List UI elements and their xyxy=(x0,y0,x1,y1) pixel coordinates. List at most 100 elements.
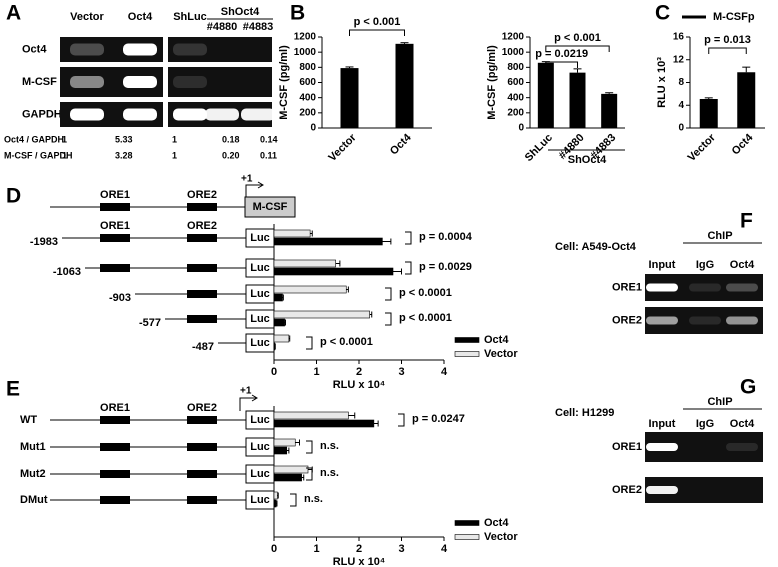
y-axis-title: RLU x 10³ xyxy=(656,57,668,108)
bracket xyxy=(405,231,412,245)
panel-letter: D xyxy=(6,185,21,208)
legend-label: Vector xyxy=(484,531,518,543)
bar xyxy=(699,98,718,128)
p-value: p = 0.0029 xyxy=(419,261,472,273)
ore-element xyxy=(187,416,217,424)
band xyxy=(205,108,239,121)
x-tick-label: 1 xyxy=(313,366,319,378)
band xyxy=(689,316,721,325)
y-tick-label: 600 xyxy=(299,77,316,88)
band xyxy=(123,108,157,121)
p-value: p < 0.0001 xyxy=(320,336,373,348)
ratio-value: 5.33 xyxy=(115,134,133,144)
row-label: Oct4 xyxy=(22,43,47,55)
gene-label: M-CSF xyxy=(253,201,288,213)
x-tick-label: Vector xyxy=(326,131,359,164)
y-tick-label: 400 xyxy=(299,92,316,103)
gene-box xyxy=(244,196,296,218)
group-label: ShOct4 xyxy=(221,6,260,18)
ore-element xyxy=(187,203,217,211)
element-label: ORE2 xyxy=(187,220,217,232)
y-tick-label: 1000 xyxy=(502,47,525,58)
element-label: ORE1 xyxy=(100,402,130,414)
x-tick-label: 2 xyxy=(356,366,362,378)
ratio-label: Oct4 / GAPDH xyxy=(4,134,64,144)
element-label: ORE2 xyxy=(187,402,217,414)
lane-label: Oct4 xyxy=(128,11,153,23)
ratio-value: 1 xyxy=(172,134,177,144)
bar xyxy=(273,411,349,420)
element-label: ORE1 xyxy=(100,189,130,201)
bar xyxy=(273,285,347,294)
construct-label: -577 xyxy=(139,317,161,329)
y-axis-title: M-CSF (pg/ml) xyxy=(278,45,290,120)
group-label: ChIP xyxy=(707,230,732,242)
p-value: p = 0.013 xyxy=(704,34,751,46)
bar xyxy=(601,93,618,128)
ratio-value: 3.28 xyxy=(115,150,133,160)
ore-element xyxy=(187,234,217,242)
x-tick-label: 4 xyxy=(441,543,448,555)
bar xyxy=(273,419,375,428)
row-label: GAPDH xyxy=(22,108,62,120)
bar xyxy=(537,62,554,128)
gel xyxy=(168,67,272,97)
arrowhead xyxy=(257,181,264,189)
construct-label: -1063 xyxy=(53,266,81,278)
legend-swatch xyxy=(454,337,480,343)
y-tick-label: 4 xyxy=(678,100,684,111)
legend-swatch xyxy=(454,520,480,526)
ratio-label: M-CSF / GAPDH xyxy=(4,150,73,160)
ore-element xyxy=(100,470,130,478)
x-tick-label: 0 xyxy=(271,366,277,378)
panel-letter: C xyxy=(655,2,670,25)
bar xyxy=(273,499,277,508)
band xyxy=(726,316,758,325)
construct-label: DMut xyxy=(20,494,48,506)
band xyxy=(173,108,207,121)
lane-label: ShLuc xyxy=(173,11,207,23)
panel-letter: G xyxy=(740,376,756,399)
ore-element xyxy=(187,290,217,298)
bracket xyxy=(349,29,405,36)
lane-label: IgG xyxy=(696,259,714,271)
p-value: p < 0.001 xyxy=(354,16,401,28)
construct-label: -487 xyxy=(192,341,214,353)
bar xyxy=(273,438,296,447)
lane-label: Input xyxy=(649,259,676,271)
reporter-label: Luc xyxy=(250,494,270,506)
element-label: ORE1 xyxy=(100,220,130,232)
lane-label: #4883 xyxy=(243,21,274,33)
p-value: p = 0.0219 xyxy=(535,48,588,60)
row-label: M-CSF xyxy=(22,76,57,88)
group-label: ChIP xyxy=(707,396,732,408)
reporter-label: Luc xyxy=(250,262,270,274)
band xyxy=(70,108,104,121)
reporter-label: Luc xyxy=(250,441,270,453)
bar xyxy=(273,491,278,500)
legend-label: M-CSFp xyxy=(713,11,755,23)
y-tick-label: 200 xyxy=(507,107,524,118)
construct-label: -903 xyxy=(109,292,131,304)
ratio-value: 0.11 xyxy=(260,150,277,160)
y-tick-label: 1200 xyxy=(294,32,317,43)
bracket xyxy=(306,467,313,481)
construct-label: WT xyxy=(20,414,37,426)
legend-label: Oct4 xyxy=(484,334,509,346)
legend-swatch xyxy=(454,534,480,540)
mutation xyxy=(111,443,119,451)
row-label: ORE2 xyxy=(612,314,642,326)
x-tick-label: 3 xyxy=(398,366,404,378)
p-value: n.s. xyxy=(320,440,339,452)
reporter-label: Luc xyxy=(250,468,270,480)
panel-letter: F xyxy=(740,210,753,233)
band xyxy=(726,443,758,451)
reporter-label: Luc xyxy=(250,288,270,300)
construct-label: Mut2 xyxy=(20,468,46,480)
band xyxy=(173,43,207,56)
ratio-value: 1 xyxy=(62,134,67,144)
x-tick-label: 2 xyxy=(356,543,362,555)
x-tick-label: 4 xyxy=(441,366,448,378)
bar xyxy=(273,465,309,474)
ore-element xyxy=(100,203,130,211)
